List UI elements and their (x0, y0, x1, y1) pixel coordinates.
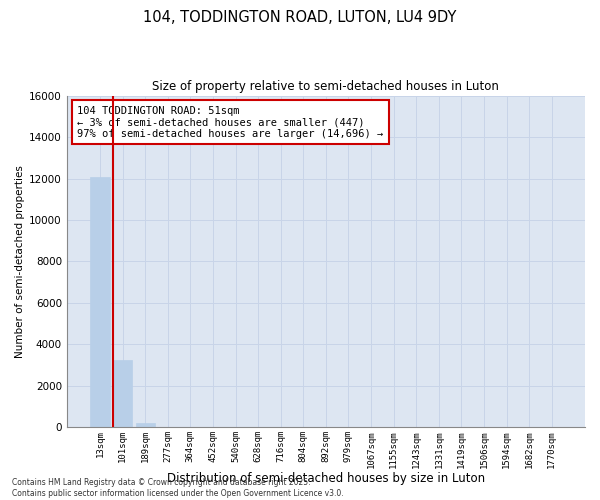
Bar (91, 178, 110, 428)
Bar (136, 424, 155, 428)
Text: Contains HM Land Registry data © Crown copyright and database right 2025.
Contai: Contains HM Land Registry data © Crown c… (12, 478, 344, 498)
Title: Size of property relative to semi-detached houses in Luton: Size of property relative to semi-detach… (152, 80, 499, 93)
Bar (113, 360, 132, 428)
X-axis label: Distribution of semi-detached houses by size in Luton: Distribution of semi-detached houses by … (167, 472, 485, 485)
Y-axis label: Number of semi-detached properties: Number of semi-detached properties (15, 165, 25, 358)
Text: 104 TODDINGTON ROAD: 51sqm
← 3% of semi-detached houses are smaller (447)
97% of: 104 TODDINGTON ROAD: 51sqm ← 3% of semi-… (77, 106, 383, 138)
Text: 104, TODDINGTON ROAD, LUTON, LU4 9DY: 104, TODDINGTON ROAD, LUTON, LU4 9DY (143, 10, 457, 25)
